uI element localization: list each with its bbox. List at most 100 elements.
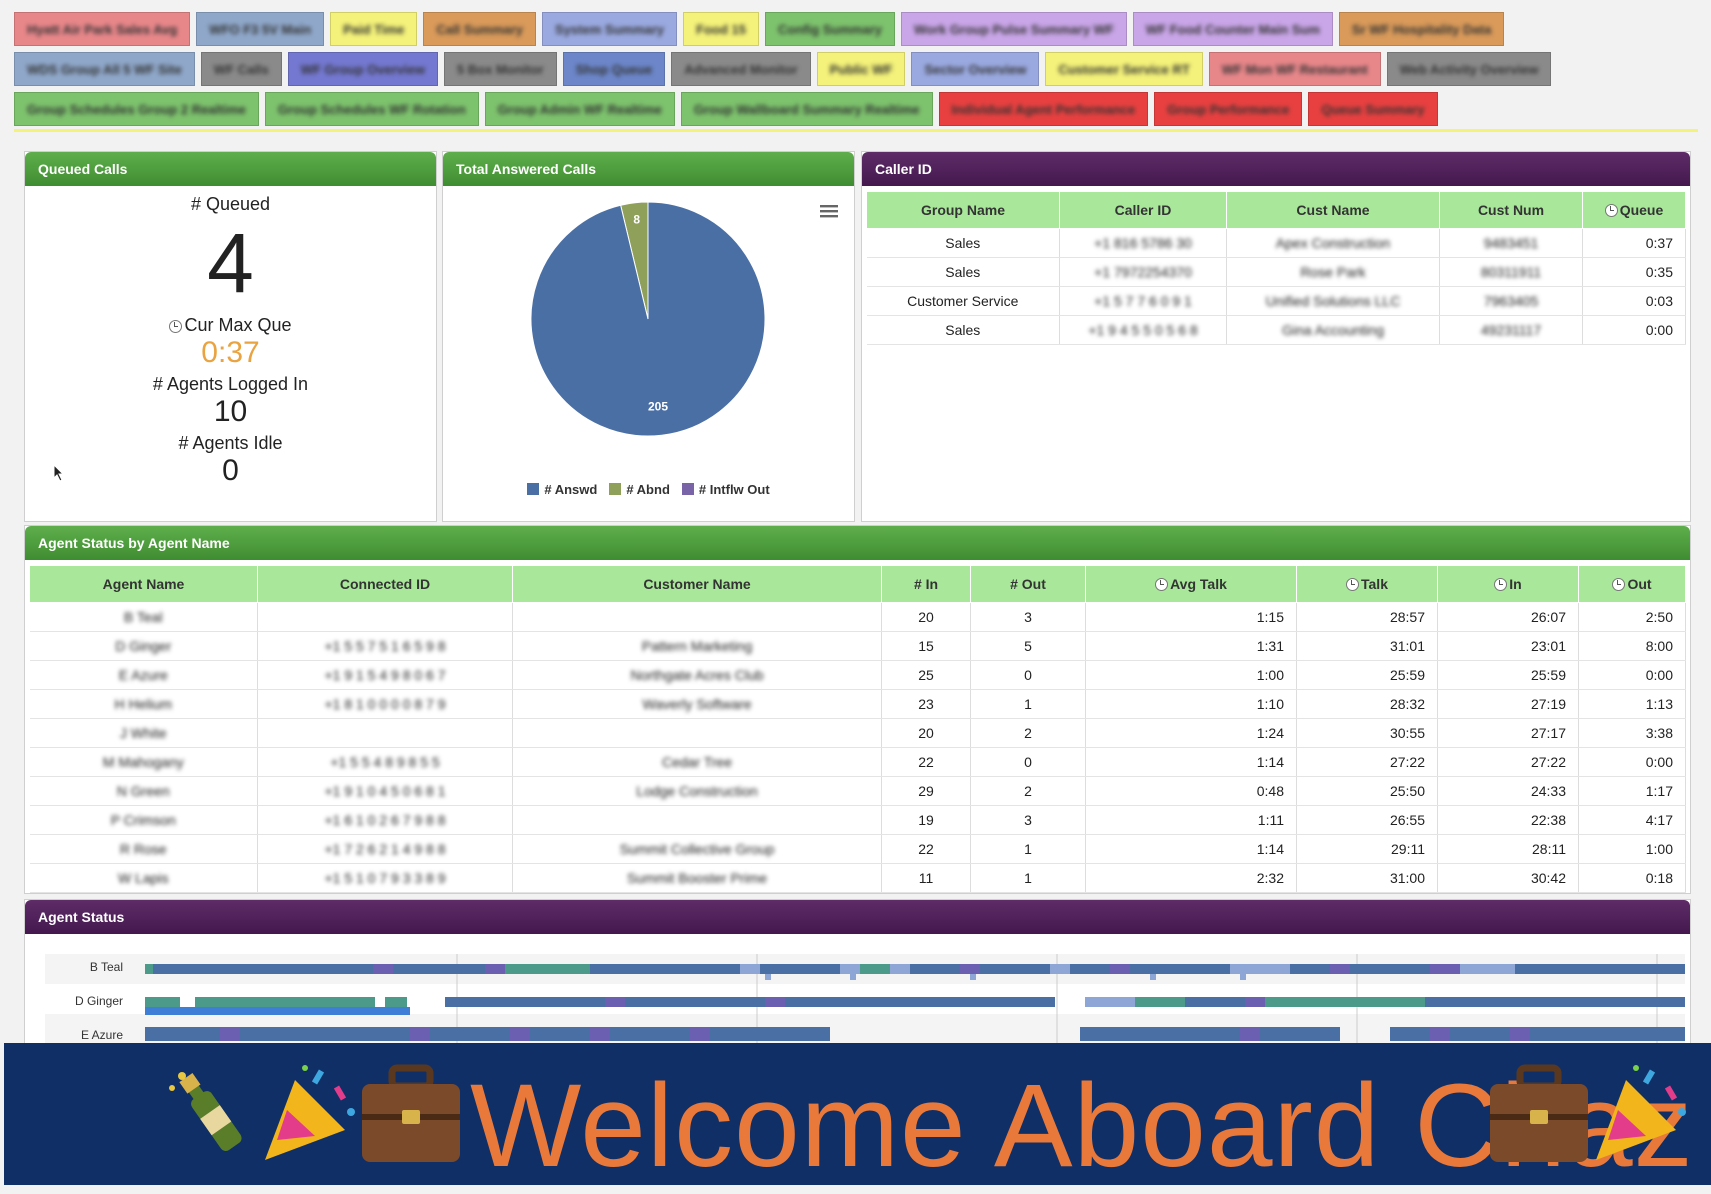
timeline-segment[interactable] xyxy=(153,964,373,974)
dashboard-tab[interactable]: WDS Group All 5 WF Site xyxy=(14,52,195,86)
dashboard-tab[interactable]: Food 15 xyxy=(683,12,759,46)
timeline-segment[interactable] xyxy=(445,997,605,1007)
dashboard-tab[interactable]: Advanced Monitor xyxy=(671,52,811,86)
legend-item[interactable]: # Answd xyxy=(527,482,597,497)
column-header[interactable]: Customer Name xyxy=(512,565,882,603)
dashboard-tab[interactable]: Paid Time xyxy=(330,12,418,46)
timeline-segment[interactable] xyxy=(605,997,625,1007)
table-row[interactable]: H Helium +1 8 1 0 0 0 0 8 7 9 Waverly Soft… xyxy=(29,689,1686,719)
dashboard-tab[interactable]: Group Schedules Group 2 Realtime xyxy=(14,92,259,126)
table-row[interactable]: M Mahogany +1 5 5 4 8 9 8 5 5 Cedar Tree 22… xyxy=(29,747,1686,777)
timeline-segment[interactable] xyxy=(765,997,785,1007)
timeline-segment[interactable] xyxy=(785,997,1055,1007)
timeline-segment[interactable] xyxy=(1240,1027,1260,1041)
timeline-segment[interactable] xyxy=(510,1027,530,1041)
timeline-segment[interactable] xyxy=(860,964,890,974)
timeline-segment[interactable] xyxy=(1390,1027,1430,1041)
timeline-segment[interactable] xyxy=(145,1007,410,1015)
timeline-segment[interactable] xyxy=(760,964,840,974)
table-row[interactable]: R Rose +1 7 2 6 2 1 4 9 8 8 Summit Collect… xyxy=(29,834,1686,864)
table-row[interactable]: Customer Service +1 5 7 7 6 0 9 1 Unified … xyxy=(866,286,1686,316)
timeline-segment[interactable] xyxy=(1070,964,1110,974)
dashboard-tab[interactable]: WF Calls xyxy=(200,52,282,86)
timeline-segment[interactable] xyxy=(195,997,375,1007)
dashboard-tab[interactable]: Group Admin WF Realtime xyxy=(484,92,675,126)
timeline-segment[interactable] xyxy=(1425,997,1685,1007)
timeline-segment[interactable] xyxy=(710,1027,830,1041)
timeline-segment[interactable] xyxy=(1430,964,1460,974)
dashboard-tab[interactable]: 5 Box Monitor xyxy=(443,52,557,86)
timeline-segment[interactable] xyxy=(1135,997,1185,1007)
dashboard-tab[interactable]: Call Summary xyxy=(423,12,537,46)
timeline-segment[interactable] xyxy=(740,964,760,974)
table-row[interactable]: Sales +1 7972254370 Rose Park 80311911 0:35 xyxy=(866,257,1686,287)
timeline-segment[interactable] xyxy=(1330,964,1350,974)
legend-item[interactable]: # Abnd xyxy=(609,482,670,497)
table-row[interactable]: W Lapis +1 5 1 0 7 9 3 3 8 9 Summit Booste… xyxy=(29,863,1686,893)
column-header[interactable]: Group Name xyxy=(866,191,1060,229)
timeline-segment[interactable] xyxy=(1080,1027,1240,1041)
dashboard-tab[interactable]: WF Group Overview xyxy=(287,52,438,86)
timeline-segment[interactable] xyxy=(590,1027,610,1041)
timeline-segment[interactable] xyxy=(890,964,910,974)
timeline-segment[interactable] xyxy=(610,1027,690,1041)
dashboard-tab[interactable]: WFO F3 5V Main xyxy=(196,12,325,46)
timeline-segment[interactable] xyxy=(1085,997,1135,1007)
timeline-segment[interactable] xyxy=(1110,964,1130,974)
timeline-segment[interactable] xyxy=(385,997,407,1007)
timeline-segment[interactable] xyxy=(505,964,590,974)
column-header[interactable]: Caller ID xyxy=(1059,191,1227,229)
table-row[interactable]: J White 20 2 1:24 30:55 27:17 3:38 xyxy=(29,718,1686,748)
dashboard-tab[interactable]: Customer Service RT xyxy=(1045,52,1203,86)
timeline-segment[interactable] xyxy=(765,974,771,980)
dashboard-tab[interactable]: Sr WF Hospitality Data xyxy=(1338,12,1505,46)
timeline-segment[interactable] xyxy=(840,964,860,974)
dashboard-tab[interactable]: WF Mon WF Restaurant xyxy=(1208,52,1381,86)
column-header[interactable]: # In xyxy=(881,565,971,603)
dashboard-tab[interactable]: Individual Agent Performance xyxy=(938,92,1149,126)
dashboard-tab[interactable]: Shop Queue xyxy=(562,52,666,86)
dashboard-tab[interactable]: Work Group Pulse Summary WF xyxy=(901,12,1127,46)
timeline-segment[interactable] xyxy=(1530,1027,1685,1041)
timeline-segment[interactable] xyxy=(145,964,153,974)
timeline-segment[interactable] xyxy=(960,964,980,974)
timeline-segment[interactable] xyxy=(373,964,393,974)
dashboard-tab[interactable]: WF Food Counter Main Sum xyxy=(1132,12,1333,46)
column-header[interactable]: Out xyxy=(1578,565,1686,603)
timeline-segment[interactable] xyxy=(1150,974,1156,980)
column-header[interactable]: Talk xyxy=(1296,565,1438,603)
timeline-segment[interactable] xyxy=(1450,1027,1510,1041)
table-row[interactable]: N Green +1 9 1 0 4 5 0 6 8 1 Lodge Constru… xyxy=(29,776,1686,806)
timeline-segment[interactable] xyxy=(980,964,1050,974)
timeline-segment[interactable] xyxy=(690,1027,710,1041)
timeline-segment[interactable] xyxy=(1050,964,1070,974)
legend-item[interactable]: # Intflw Out xyxy=(681,482,770,497)
timeline-segment[interactable] xyxy=(850,974,856,980)
timeline-segment[interactable] xyxy=(430,1027,510,1041)
column-header[interactable]: Connected ID xyxy=(257,565,513,603)
dashboard-tab[interactable]: Web Activity Overview xyxy=(1386,52,1552,86)
timeline-segment[interactable] xyxy=(1515,964,1685,974)
pie-slice[interactable] xyxy=(530,201,766,437)
column-header[interactable]: Cust Num xyxy=(1439,191,1583,229)
dashboard-tab[interactable]: Hyatt Air Park Sales Avg xyxy=(14,12,191,46)
dashboard-tab[interactable]: System Summary xyxy=(542,12,678,46)
dashboard-tab[interactable]: Sector Overview xyxy=(911,52,1040,86)
dashboard-tab[interactable]: Group Wallboard Summary Realtime xyxy=(680,92,933,126)
dashboard-tab[interactable]: Group Schedules WF Rotation xyxy=(264,92,479,126)
timeline-segment[interactable] xyxy=(240,1027,410,1041)
timeline-segment[interactable] xyxy=(1290,964,1330,974)
table-row[interactable]: P Crimson +1 6 1 0 2 6 7 9 8 8 19 3 1:11 26:5… xyxy=(29,805,1686,835)
timeline-segment[interactable] xyxy=(1265,997,1425,1007)
table-row[interactable]: D Ginger +1 5 5 7 5 1 6 5 9 8 Pattern Mark… xyxy=(29,631,1686,661)
timeline-segment[interactable] xyxy=(590,964,740,974)
timeline-segment[interactable] xyxy=(410,1027,430,1041)
timeline-segment[interactable] xyxy=(625,997,765,1007)
timeline-segment[interactable] xyxy=(220,1027,240,1041)
table-row[interactable]: Sales +1 9 4 5 5 0 5 6 8 Gina Accounting 49… xyxy=(866,315,1686,345)
timeline-segment[interactable] xyxy=(1430,1027,1450,1041)
timeline-segment[interactable] xyxy=(1185,997,1245,1007)
table-row[interactable]: Sales +1 816 5786 30 Apex Construction 9483… xyxy=(866,228,1686,258)
timeline-segment[interactable] xyxy=(530,1027,590,1041)
timeline-segment[interactable] xyxy=(145,997,180,1007)
